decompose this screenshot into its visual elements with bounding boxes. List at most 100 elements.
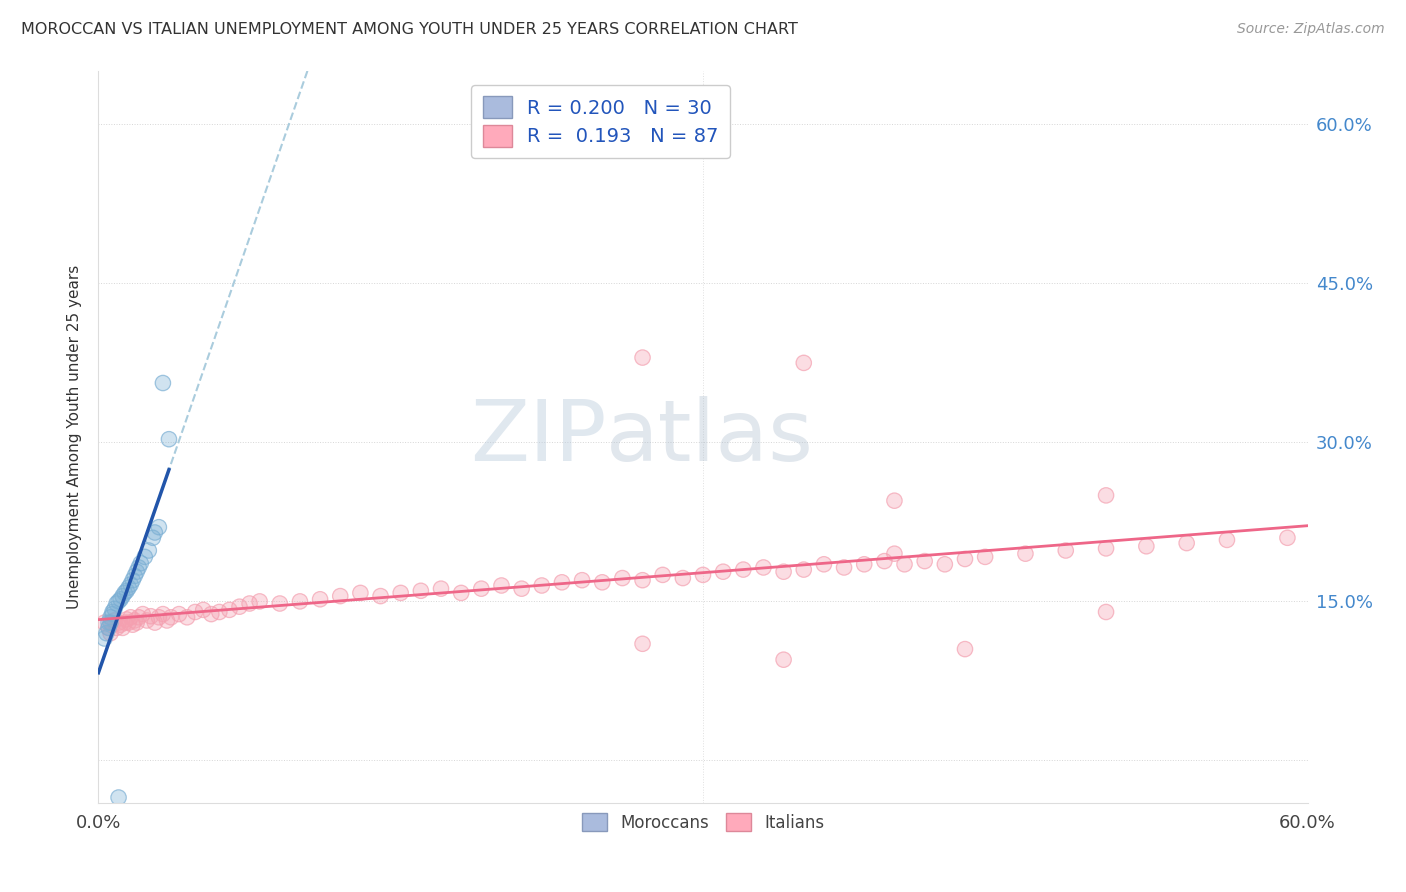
Point — [105, 597, 128, 611]
Point — [148, 610, 170, 624]
Point — [752, 560, 775, 574]
Point — [129, 556, 152, 570]
Point — [228, 599, 250, 614]
Point — [288, 594, 311, 608]
Text: MOROCCAN VS ITALIAN UNEMPLOYMENT AMONG YOUTH UNDER 25 YEARS CORRELATION CHART: MOROCCAN VS ITALIAN UNEMPLOYMENT AMONG Y… — [21, 22, 799, 37]
Point — [97, 621, 120, 635]
Point — [651, 567, 673, 582]
Point — [370, 589, 392, 603]
Point — [129, 556, 152, 570]
Point — [160, 610, 183, 624]
Point — [93, 615, 115, 630]
Point — [143, 615, 166, 630]
Point — [672, 571, 695, 585]
Text: ZIP: ZIP — [470, 395, 606, 479]
Point — [1216, 533, 1239, 547]
Point — [239, 597, 262, 611]
Point — [571, 573, 593, 587]
Point — [93, 615, 115, 630]
Point — [103, 614, 125, 628]
Point — [103, 602, 125, 616]
Point — [134, 549, 156, 564]
Point — [733, 563, 755, 577]
Point — [111, 589, 134, 603]
Point — [96, 626, 118, 640]
Point — [107, 594, 129, 608]
Point — [349, 586, 371, 600]
Point — [1014, 547, 1036, 561]
Point — [115, 583, 138, 598]
Point — [1216, 533, 1239, 547]
Text: atlas: atlas — [606, 395, 814, 479]
Point — [105, 621, 128, 635]
Point — [167, 607, 190, 621]
Point — [1095, 605, 1118, 619]
Point — [672, 571, 695, 585]
Y-axis label: Unemployment Among Youth under 25 years: Unemployment Among Youth under 25 years — [66, 265, 82, 609]
Point — [1277, 531, 1299, 545]
Point — [115, 612, 138, 626]
Point — [883, 547, 905, 561]
Point — [105, 597, 128, 611]
Point — [125, 615, 148, 630]
Point — [93, 632, 115, 646]
Point — [138, 543, 160, 558]
Point — [470, 582, 492, 596]
Point — [152, 607, 174, 621]
Point — [97, 621, 120, 635]
Point — [124, 614, 146, 628]
Point — [1175, 536, 1198, 550]
Point — [832, 560, 855, 574]
Point — [953, 642, 976, 657]
Point — [139, 609, 162, 624]
Point — [288, 594, 311, 608]
Point — [1054, 543, 1077, 558]
Point — [692, 567, 714, 582]
Point — [134, 549, 156, 564]
Point — [772, 565, 794, 579]
Point — [239, 597, 262, 611]
Point — [160, 610, 183, 624]
Point — [110, 617, 132, 632]
Point — [692, 567, 714, 582]
Point — [853, 558, 876, 572]
Point — [111, 589, 134, 603]
Point — [733, 563, 755, 577]
Point — [138, 543, 160, 558]
Point — [309, 592, 332, 607]
Point — [118, 581, 141, 595]
Point — [103, 602, 125, 616]
Point — [105, 621, 128, 635]
Point — [772, 653, 794, 667]
Point — [152, 376, 174, 390]
Point — [121, 617, 143, 632]
Point — [249, 594, 271, 608]
Point — [793, 563, 815, 577]
Point — [631, 351, 654, 365]
Point — [120, 610, 142, 624]
Point — [228, 599, 250, 614]
Point — [184, 605, 207, 619]
Point — [120, 610, 142, 624]
Point — [551, 575, 574, 590]
Point — [389, 586, 412, 600]
Point — [450, 586, 472, 600]
Point — [100, 610, 122, 624]
Point — [430, 582, 453, 596]
Point — [1095, 541, 1118, 556]
Point — [873, 554, 896, 568]
Point — [651, 567, 673, 582]
Point — [772, 565, 794, 579]
Point — [143, 615, 166, 630]
Point — [111, 621, 134, 635]
Point — [96, 626, 118, 640]
Point — [143, 525, 166, 540]
Point — [883, 493, 905, 508]
Point — [114, 615, 136, 630]
Point — [107, 790, 129, 805]
Point — [200, 607, 222, 621]
Point — [612, 571, 634, 585]
Point — [184, 605, 207, 619]
Point — [711, 565, 734, 579]
Point — [110, 592, 132, 607]
